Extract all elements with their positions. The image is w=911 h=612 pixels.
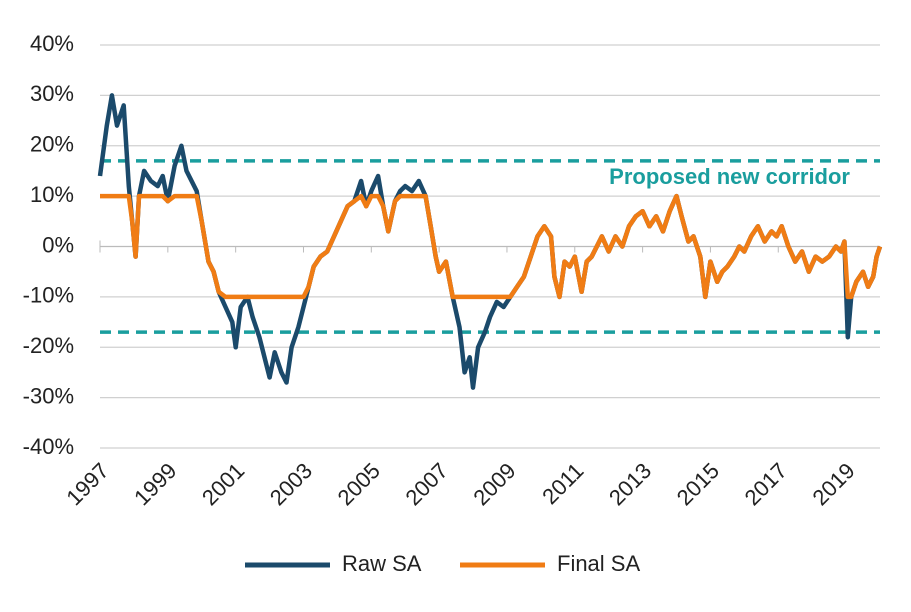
series-line [100,193,883,300]
x-tick-label: 2005 [333,458,385,510]
x-tick-label: 2007 [400,458,452,510]
x-tick-label: 2011 [537,458,588,509]
y-tick-label: 30% [30,81,74,106]
x-tick-label: 2003 [265,458,317,510]
x-tick-label: 2015 [672,458,724,510]
x-tick-label: 2001 [197,458,249,510]
y-tick-label: -10% [23,283,74,308]
x-tick-label: 1999 [129,458,181,510]
x-tick-label: 1997 [61,458,113,510]
y-tick-label: -40% [23,434,74,459]
legend-label: Raw SA [342,551,422,576]
y-tick-label: 40% [30,31,74,56]
y-tick-label: -30% [23,383,74,408]
y-tick-label: 0% [42,232,74,257]
y-tick-label: 10% [30,182,74,207]
x-tick-label: 2017 [740,458,792,510]
annotation: Proposed new corridor [609,164,850,189]
x-tick-label: 2013 [604,458,656,510]
y-tick-label: -20% [23,333,74,358]
y-tick-label: 20% [30,132,74,157]
x-tick-label: 2009 [468,458,520,510]
x-tick-label: 2019 [807,458,859,510]
legend-label: Final SA [557,551,640,576]
